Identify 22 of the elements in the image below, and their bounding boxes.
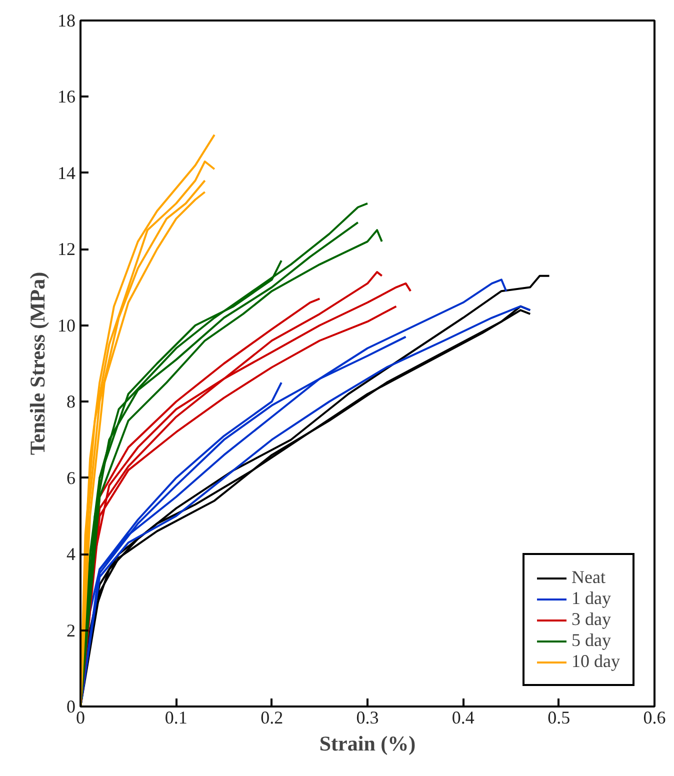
y-tick-label: 6 [66,468,76,488]
legend-label: Neat [572,567,606,588]
legend-label: 3 day [572,609,611,630]
x-tick-label: 0.1 [164,708,188,728]
y-tick-label: 10 [58,315,76,336]
x-axis-title: Strain (%) [319,732,416,756]
y-tick-label: 4 [66,544,76,564]
x-tick-label: 0.3 [356,708,379,728]
legend-label: 5 day [572,630,611,651]
legend-label: 10 day [572,651,620,672]
x-tick-label: 0.5 [548,708,570,728]
y-tick-label: 16 [58,86,76,107]
y-tick-label: 8 [66,392,76,412]
y-tick-label: 14 [58,162,76,183]
legend-label: 1 day [572,588,611,609]
y-axis-title: Tensile Stress (MPa) [26,272,50,456]
y-tick-label: 12 [58,239,76,260]
y-tick-label: 18 [58,10,76,30]
x-tick-label: 0.2 [260,708,284,728]
x-tick-label: 0.4 [452,708,474,728]
y-tick-label: 2 [66,620,76,640]
x-tick-label: 0.6 [643,708,666,728]
